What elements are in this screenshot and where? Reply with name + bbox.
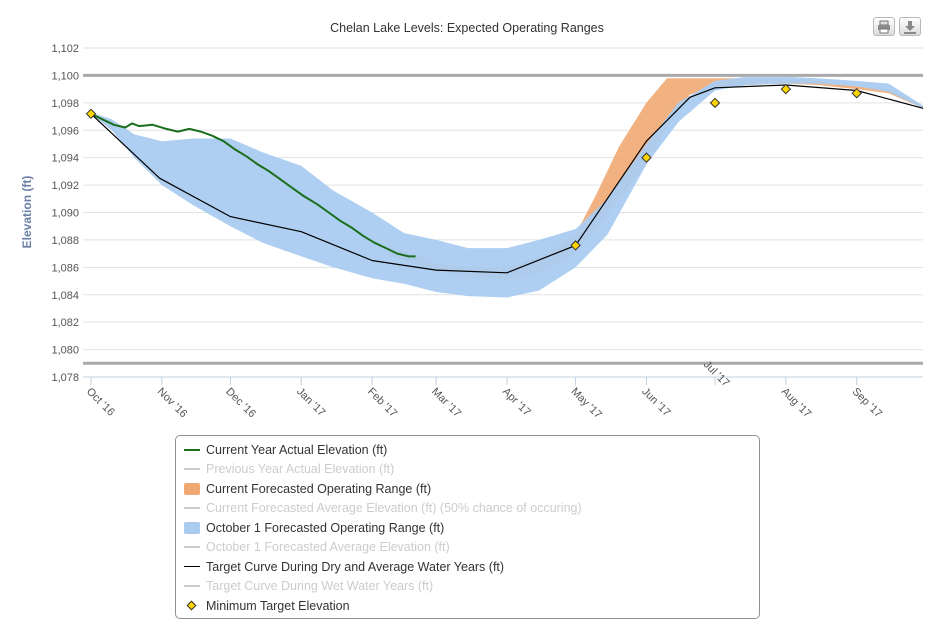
range-area-2 [388, 78, 924, 280]
legend-item[interactable]: Target Curve During Wet Water Years (ft) [184, 577, 433, 596]
chart: Chelan Lake Levels: Expected Operating R… [20, 21, 924, 421]
y-tick-label: 1,096 [51, 125, 79, 137]
legend-label: October 1 Forecasted Average Elevation (… [206, 540, 450, 554]
legend-label: Minimum Target Elevation [206, 598, 350, 613]
x-tick-label: Aug '17 [779, 386, 814, 421]
x-tick-label: Dec '16 [223, 386, 258, 421]
data-point [85, 108, 97, 120]
x-tick-label: Nov '16 [155, 386, 190, 421]
x-tick-label: Feb '17 [365, 386, 399, 420]
legend-label: Previous Year Actual Elevation (ft) [206, 462, 395, 476]
legend-line [184, 468, 200, 470]
legend-item[interactable]: Previous Year Actual Elevation (ft) [184, 460, 394, 479]
y-tick-label: 1,098 [51, 98, 79, 110]
x-tick-label: Apr '17 [500, 386, 533, 419]
data-point [641, 152, 652, 163]
legend-symbol [184, 482, 200, 495]
y-tick-label: 1,090 [51, 208, 79, 220]
legend-symbol [184, 444, 200, 456]
legend-line [184, 585, 200, 587]
legend-item[interactable]: October 1 Forecasted Average Elevation (… [184, 538, 450, 557]
printer-icon [878, 20, 890, 34]
data-point [570, 240, 581, 251]
legend-line [184, 565, 200, 567]
legend-symbol [184, 502, 200, 514]
legend-label: Target Curve During Dry and Average Wate… [206, 559, 505, 574]
y-tick-label: 1,078 [51, 372, 79, 384]
legend-label: Current Year Actual Elevation (ft) [206, 442, 388, 457]
legend-item[interactable]: Current Forecasted Average Elevation (ft… [184, 499, 582, 518]
download-button[interactable] [899, 17, 921, 36]
x-tick-label: Mar '17 [429, 386, 463, 420]
y-tick-label: 1,092 [51, 180, 79, 192]
data-point [780, 83, 792, 95]
legend: Current Year Actual Elevation (ft) Previo… [175, 435, 760, 619]
y-tick-label: 1,088 [51, 235, 79, 247]
legend-item[interactable]: October 1 Forecasted Operating Range (ft… [184, 518, 444, 537]
y-tick-label: 1,084 [51, 290, 79, 302]
data-point [851, 88, 862, 99]
legend-symbol [184, 600, 200, 612]
legend-label: October 1 Forecasted Operating Range (ft… [206, 520, 445, 535]
series-line-0 [90, 112, 416, 258]
legend-symbol [184, 561, 200, 573]
legend-item[interactable]: Minimum Target Elevation [184, 596, 350, 615]
x-tick-label: Oct '16 [84, 386, 117, 419]
download-icon [904, 21, 916, 34]
legend-line [184, 546, 200, 548]
x-tick-label: Jan '17 [294, 386, 327, 419]
range-area-4 [91, 76, 923, 298]
print-button[interactable] [873, 17, 895, 36]
y-tick-label: 1,094 [51, 153, 79, 165]
y-tick-label: 1,086 [51, 262, 79, 274]
y-tick-label: 1,082 [51, 317, 79, 329]
legend-swatch [184, 482, 200, 495]
legend-symbol [184, 463, 200, 475]
chart-title: Chelan Lake Levels: Expected Operating R… [330, 21, 604, 35]
y-tick-label: 1,080 [51, 345, 79, 357]
legend-swatch [184, 521, 200, 534]
legend-item[interactable]: Current Forecasted Operating Range (ft) [184, 479, 431, 498]
legend-symbol [184, 521, 200, 534]
data-point [709, 97, 721, 109]
legend-label: Current Forecasted Operating Range (ft) [206, 481, 432, 496]
x-tick-label: May '17 [568, 386, 603, 421]
y-axis-title: Elevation (ft) [20, 176, 34, 249]
legend-line [184, 448, 200, 451]
legend-symbol [184, 541, 200, 553]
x-tick-label: Sep '17 [850, 386, 885, 421]
legend-diamond [186, 600, 197, 610]
legend-symbol [184, 580, 200, 592]
legend-label: Target Curve During Wet Water Years (ft) [206, 579, 434, 593]
legend-item[interactable]: Current Year Actual Elevation (ft) [184, 440, 387, 459]
legend-line [184, 507, 200, 509]
legend-item[interactable]: Target Curve During Dry and Average Wate… [184, 557, 504, 576]
series-line-6 [90, 84, 924, 274]
legend-label: Current Forecasted Average Elevation (ft… [206, 501, 582, 515]
y-tick-label: 1,102 [51, 43, 79, 55]
y-tick-label: 1,100 [51, 70, 79, 82]
x-tick-label: Jun '17 [639, 386, 672, 419]
